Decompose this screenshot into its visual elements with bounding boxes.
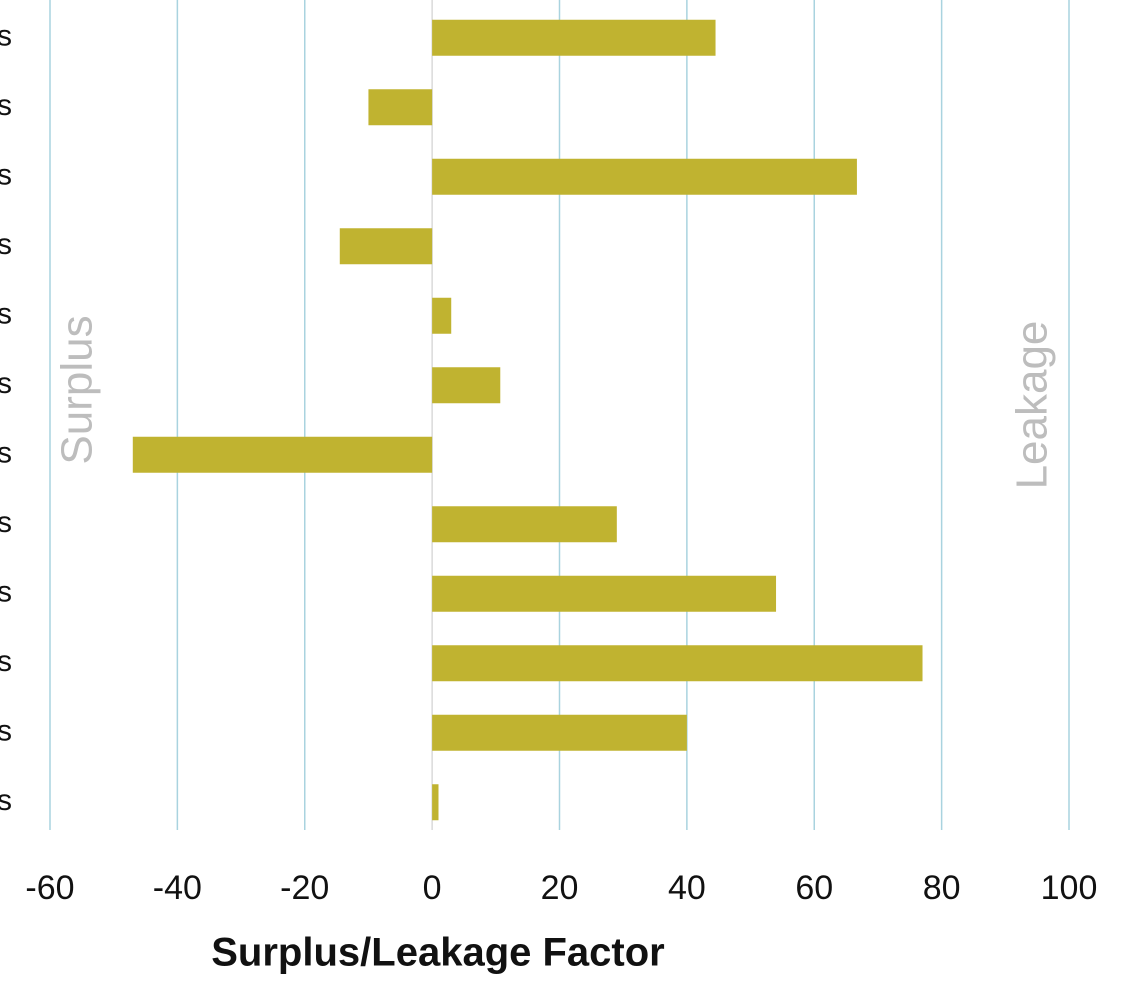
- leakage-annotation: Leakage: [1008, 321, 1057, 490]
- y-tick-label: s: [0, 367, 12, 400]
- bar: [432, 158, 857, 195]
- x-tick-label: 20: [541, 869, 579, 907]
- y-tick-label: s: [0, 715, 12, 748]
- y-tick-label: s: [0, 784, 12, 817]
- y-tick-label: s: [0, 89, 12, 122]
- y-tick-label: s: [0, 645, 12, 678]
- x-tick-label: -40: [153, 869, 202, 907]
- y-tick-label: s: [0, 298, 12, 331]
- bar: [432, 19, 716, 56]
- y-tick-label: s: [0, 159, 12, 192]
- bar: [368, 89, 433, 126]
- y-tick-label: s: [0, 20, 12, 53]
- bar: [432, 506, 617, 543]
- y-tick-label: s: [0, 506, 12, 539]
- bar: [432, 714, 687, 751]
- x-tick-label: 80: [923, 869, 961, 907]
- bar: [432, 784, 439, 821]
- x-tick-label: 0: [423, 869, 442, 907]
- bar: [432, 575, 777, 612]
- x-tick-label: -20: [280, 869, 329, 907]
- x-tick-label: 100: [1041, 869, 1098, 907]
- y-tick-label: s: [0, 576, 12, 609]
- x-tick-label: 40: [668, 869, 706, 907]
- bar: [432, 367, 501, 404]
- y-tick-label: s: [0, 437, 12, 470]
- bar: [132, 436, 433, 473]
- bar: [339, 228, 433, 265]
- bar: [432, 297, 452, 334]
- y-tick-label: s: [0, 228, 12, 261]
- x-axis-title: Surplus/Leakage Factor: [211, 931, 664, 975]
- x-tick-label: -60: [25, 869, 74, 907]
- surplus-annotation: Surplus: [53, 315, 102, 464]
- bar: [432, 645, 923, 682]
- x-tick-label: 60: [795, 869, 833, 907]
